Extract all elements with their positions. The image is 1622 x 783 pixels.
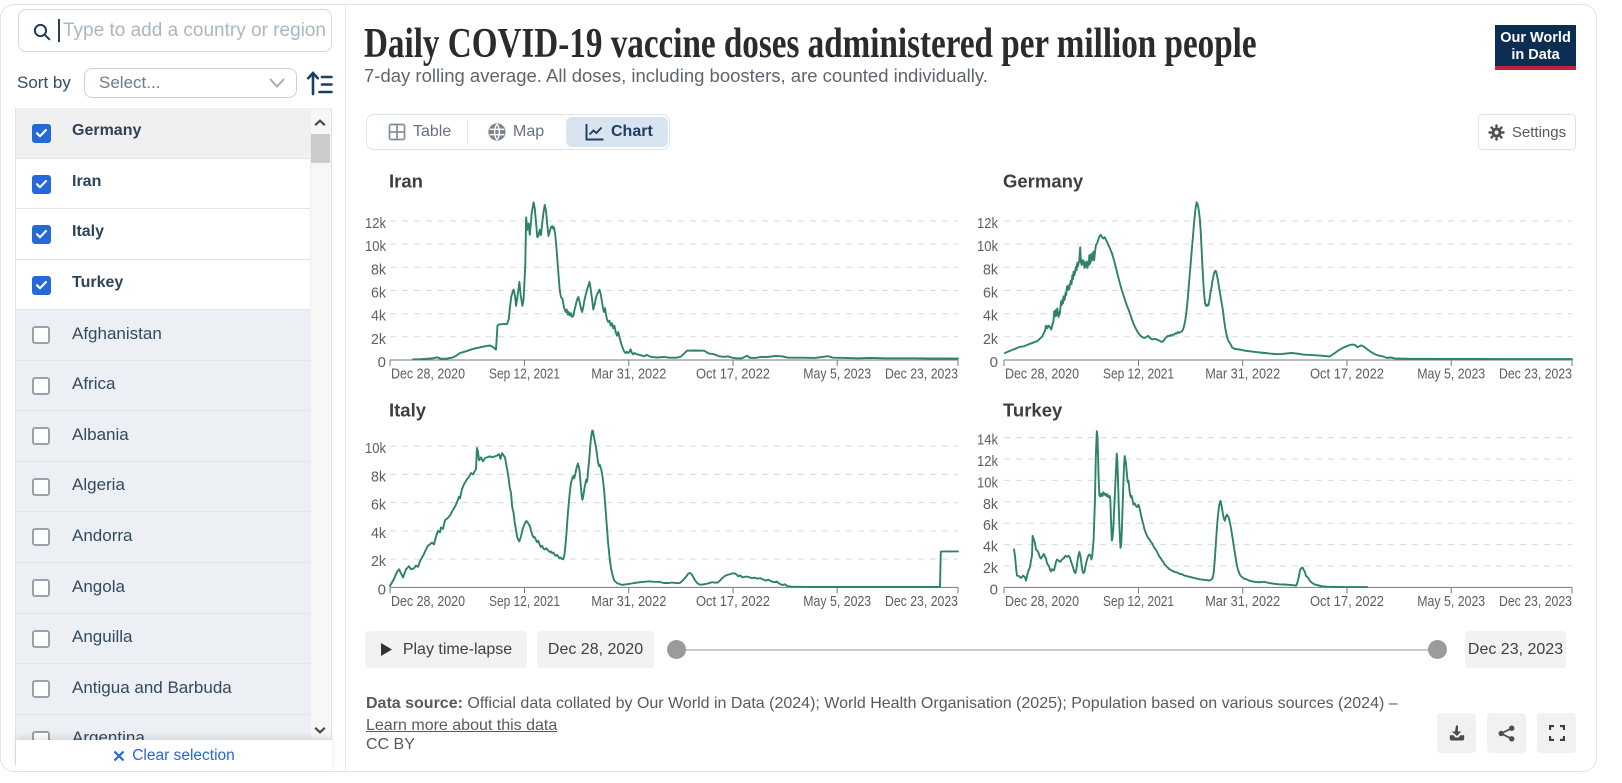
- svg-text:May 5, 2023: May 5, 2023: [1417, 593, 1485, 610]
- svg-text:Mar 31, 2022: Mar 31, 2022: [591, 365, 666, 382]
- svg-text:Dec 28, 2020: Dec 28, 2020: [1005, 593, 1079, 610]
- svg-text:May 5, 2023: May 5, 2023: [1417, 365, 1485, 382]
- svg-text:Italy: Italy: [389, 400, 427, 421]
- svg-text:8k: 8k: [371, 261, 386, 278]
- svg-text:10k: 10k: [365, 238, 386, 255]
- svg-text:6k: 6k: [371, 285, 386, 302]
- svg-text:0: 0: [378, 354, 386, 371]
- svg-text:Oct 17, 2022: Oct 17, 2022: [1310, 365, 1384, 382]
- svg-text:0: 0: [990, 354, 998, 371]
- svg-text:12k: 12k: [365, 215, 386, 232]
- svg-text:8k: 8k: [983, 496, 998, 513]
- svg-text:Dec 23, 2023: Dec 23, 2023: [885, 365, 958, 382]
- svg-text:Mar 31, 2022: Mar 31, 2022: [1205, 365, 1280, 382]
- svg-text:Sep 12, 2021: Sep 12, 2021: [1103, 365, 1174, 382]
- svg-text:Oct 17, 2022: Oct 17, 2022: [696, 365, 770, 382]
- svg-text:Oct 17, 2022: Oct 17, 2022: [1310, 593, 1384, 610]
- svg-text:10k: 10k: [977, 474, 998, 491]
- svg-text:Dec 28, 2020: Dec 28, 2020: [1005, 365, 1079, 382]
- svg-text:6k: 6k: [371, 497, 386, 514]
- svg-text:8k: 8k: [371, 468, 386, 485]
- svg-text:6k: 6k: [983, 517, 998, 534]
- svg-text:Germany: Germany: [1003, 171, 1084, 192]
- svg-text:Sep 12, 2021: Sep 12, 2021: [489, 593, 560, 610]
- svg-text:Oct 17, 2022: Oct 17, 2022: [696, 593, 770, 610]
- svg-text:12k: 12k: [977, 453, 998, 470]
- svg-text:Iran: Iran: [389, 171, 423, 192]
- svg-text:Sep 12, 2021: Sep 12, 2021: [489, 365, 560, 382]
- svg-text:2k: 2k: [983, 331, 998, 348]
- svg-text:2k: 2k: [983, 560, 998, 577]
- svg-text:6k: 6k: [983, 285, 998, 302]
- svg-text:Sep 12, 2021: Sep 12, 2021: [1103, 593, 1174, 610]
- svg-text:Turkey: Turkey: [1003, 400, 1063, 421]
- svg-text:Mar 31, 2022: Mar 31, 2022: [591, 593, 666, 610]
- svg-text:8k: 8k: [983, 261, 998, 278]
- svg-text:Mar 31, 2022: Mar 31, 2022: [1205, 593, 1280, 610]
- svg-text:Dec 28, 2020: Dec 28, 2020: [391, 593, 465, 610]
- svg-text:14k: 14k: [977, 432, 998, 449]
- svg-text:10k: 10k: [365, 440, 386, 457]
- svg-text:4k: 4k: [983, 308, 998, 325]
- svg-text:2k: 2k: [371, 331, 386, 348]
- svg-text:Dec 23, 2023: Dec 23, 2023: [885, 593, 958, 610]
- svg-text:10k: 10k: [977, 238, 998, 255]
- svg-text:2k: 2k: [371, 553, 386, 570]
- svg-text:4k: 4k: [371, 308, 386, 325]
- svg-text:Dec 23, 2023: Dec 23, 2023: [1499, 593, 1572, 610]
- svg-text:Dec 28, 2020: Dec 28, 2020: [391, 365, 465, 382]
- svg-text:0: 0: [378, 581, 386, 598]
- svg-text:0: 0: [990, 581, 998, 598]
- svg-text:4k: 4k: [371, 525, 386, 542]
- svg-text:May 5, 2023: May 5, 2023: [803, 365, 871, 382]
- svg-text:May 5, 2023: May 5, 2023: [803, 593, 871, 610]
- svg-text:12k: 12k: [977, 215, 998, 232]
- svg-text:Dec 23, 2023: Dec 23, 2023: [1499, 365, 1572, 382]
- svg-text:4k: 4k: [983, 539, 998, 556]
